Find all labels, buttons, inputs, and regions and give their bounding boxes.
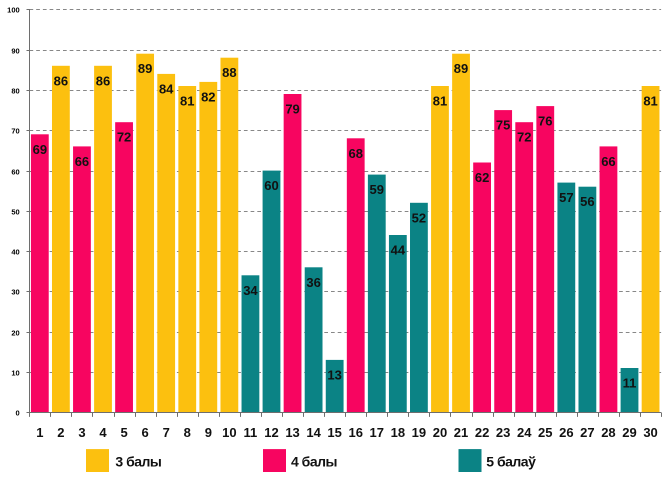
svg-text:89: 89 (454, 61, 468, 76)
svg-text:27: 27 (580, 425, 594, 440)
svg-text:25: 25 (538, 425, 552, 440)
svg-text:14: 14 (306, 425, 321, 440)
svg-text:40: 40 (11, 247, 19, 256)
svg-text:60: 60 (11, 167, 19, 176)
svg-text:30: 30 (11, 287, 19, 296)
svg-text:57: 57 (559, 190, 573, 205)
svg-text:84: 84 (159, 81, 174, 96)
svg-text:90: 90 (11, 46, 19, 55)
svg-text:4: 4 (99, 425, 107, 440)
svg-text:15: 15 (327, 425, 341, 440)
svg-text:81: 81 (433, 94, 447, 109)
svg-text:30: 30 (643, 425, 657, 440)
svg-text:66: 66 (601, 154, 615, 169)
svg-text:88: 88 (222, 65, 236, 80)
svg-text:72: 72 (517, 130, 531, 145)
svg-text:86: 86 (54, 73, 68, 88)
svg-text:10: 10 (222, 425, 236, 440)
svg-text:100: 100 (7, 5, 20, 14)
svg-text:4 балы: 4 балы (291, 454, 337, 470)
svg-text:0: 0 (16, 408, 20, 417)
svg-text:76: 76 (538, 114, 552, 129)
svg-text:22: 22 (475, 425, 489, 440)
svg-text:28: 28 (601, 425, 615, 440)
svg-text:59: 59 (370, 182, 384, 197)
svg-text:10: 10 (11, 368, 19, 377)
svg-text:80: 80 (11, 86, 19, 95)
svg-text:13: 13 (285, 425, 299, 440)
svg-text:29: 29 (622, 425, 636, 440)
svg-text:24: 24 (517, 425, 532, 440)
svg-text:79: 79 (285, 102, 299, 117)
svg-text:19: 19 (412, 425, 426, 440)
svg-text:26: 26 (559, 425, 573, 440)
svg-text:56: 56 (580, 194, 594, 209)
svg-text:36: 36 (306, 275, 320, 290)
svg-text:11: 11 (623, 376, 637, 391)
svg-text:6: 6 (142, 425, 149, 440)
svg-text:8: 8 (184, 425, 191, 440)
svg-text:17: 17 (370, 425, 384, 440)
svg-text:7: 7 (163, 425, 170, 440)
svg-text:70: 70 (11, 126, 19, 135)
svg-text:18: 18 (391, 425, 405, 440)
svg-text:68: 68 (348, 146, 362, 161)
svg-text:11: 11 (244, 425, 258, 440)
svg-text:75: 75 (496, 118, 510, 133)
svg-text:81: 81 (643, 94, 657, 109)
svg-text:60: 60 (264, 178, 278, 193)
svg-text:13: 13 (327, 367, 341, 382)
svg-text:5: 5 (120, 425, 127, 440)
svg-text:34: 34 (243, 283, 258, 298)
svg-text:62: 62 (475, 170, 489, 185)
svg-text:86: 86 (96, 73, 110, 88)
svg-text:89: 89 (138, 61, 152, 76)
svg-text:72: 72 (117, 130, 131, 145)
svg-text:52: 52 (412, 210, 426, 225)
svg-text:81: 81 (180, 94, 194, 109)
svg-text:9: 9 (205, 425, 212, 440)
svg-text:16: 16 (348, 425, 362, 440)
svg-text:23: 23 (496, 425, 510, 440)
svg-text:5 балаў: 5 балаў (486, 454, 536, 470)
svg-text:12: 12 (264, 425, 278, 440)
svg-text:66: 66 (75, 154, 89, 169)
svg-text:1: 1 (36, 425, 43, 440)
svg-text:44: 44 (391, 243, 406, 258)
svg-text:3 балы: 3 балы (115, 454, 161, 470)
svg-text:20: 20 (433, 425, 447, 440)
svg-text:20: 20 (11, 328, 19, 337)
svg-text:3: 3 (78, 425, 85, 440)
svg-text:69: 69 (33, 142, 47, 157)
svg-text:21: 21 (454, 425, 468, 440)
svg-text:82: 82 (201, 89, 215, 104)
svg-text:2: 2 (57, 425, 64, 440)
svg-text:50: 50 (11, 207, 19, 216)
